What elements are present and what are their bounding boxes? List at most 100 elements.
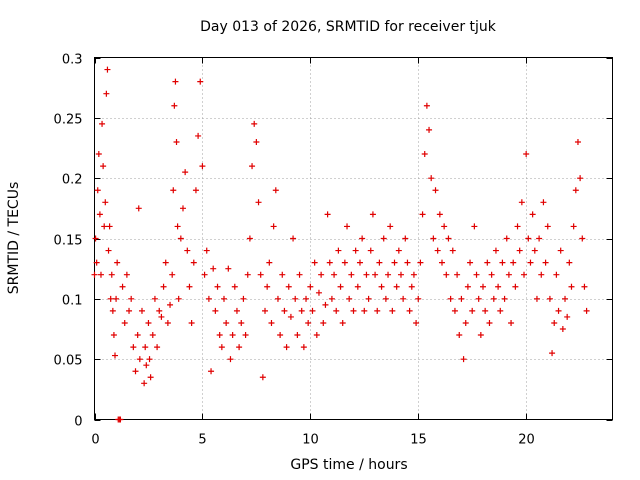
data-point — [104, 66, 111, 73]
data-point — [376, 259, 383, 266]
data-point — [473, 271, 480, 278]
data-point — [221, 295, 227, 302]
data-point — [495, 283, 502, 290]
data-point — [110, 332, 117, 339]
data-point — [279, 271, 286, 278]
data-point — [555, 307, 562, 314]
data-point — [272, 187, 279, 194]
data-point — [149, 332, 156, 339]
data-point — [305, 319, 312, 326]
data-point — [544, 223, 551, 230]
data-point — [296, 271, 303, 278]
data-point — [114, 259, 121, 266]
data-point — [421, 151, 428, 158]
data-point — [337, 283, 344, 290]
data-point — [447, 295, 454, 302]
data-point — [546, 295, 553, 302]
data-point — [410, 271, 417, 278]
data-point — [382, 295, 389, 302]
data-point — [197, 78, 204, 85]
data-point — [328, 295, 335, 302]
data-point — [482, 307, 489, 314]
data-point — [579, 235, 586, 242]
data-point — [294, 332, 301, 339]
data-point — [559, 326, 566, 332]
data-point — [456, 332, 463, 339]
data-point — [244, 271, 251, 278]
data-point — [175, 295, 182, 302]
data-point — [331, 271, 338, 278]
data-point — [529, 211, 536, 218]
data-point — [113, 295, 120, 302]
data-point — [572, 187, 579, 194]
data-point — [451, 307, 458, 314]
data-point — [132, 368, 139, 375]
data-point — [231, 283, 238, 290]
data-point — [352, 247, 359, 254]
data-point — [568, 283, 575, 290]
data-point — [285, 283, 292, 290]
data-point — [566, 259, 573, 266]
data-point — [307, 283, 314, 290]
data-point — [581, 283, 588, 290]
data-point — [281, 307, 288, 314]
data-point — [503, 235, 510, 242]
data-point — [400, 295, 407, 302]
data-point — [300, 344, 307, 351]
data-point — [406, 307, 413, 314]
data-point — [441, 223, 448, 230]
data-point — [298, 307, 305, 314]
data-point — [192, 187, 199, 194]
data-point — [95, 151, 102, 158]
data-point — [432, 187, 439, 194]
data-point — [249, 163, 256, 170]
data-point — [577, 175, 584, 182]
data-point — [246, 235, 253, 242]
data-point — [393, 283, 400, 290]
data-point — [475, 295, 482, 302]
x-axis-label: GPS time / hours — [290, 457, 407, 473]
data-point — [216, 332, 223, 339]
data-point — [419, 211, 426, 218]
data-point — [93, 259, 100, 266]
data-point — [445, 235, 452, 242]
data-point — [179, 205, 186, 212]
data-point — [266, 259, 273, 266]
data-point — [290, 235, 297, 242]
y-tick-label: 0.25 — [54, 113, 83, 128]
data-point — [523, 151, 530, 158]
data-point — [119, 283, 126, 290]
data-point — [156, 307, 163, 314]
data-point — [335, 247, 342, 254]
data-point — [233, 307, 240, 314]
data-point — [378, 283, 385, 290]
data-point — [462, 319, 469, 326]
data-point — [570, 223, 577, 230]
data-point — [426, 126, 433, 133]
data-point — [212, 307, 219, 314]
data-point — [333, 307, 340, 314]
data-point — [171, 102, 178, 109]
data-point — [402, 235, 409, 242]
y-tick-label: 0 — [74, 415, 82, 430]
y-tick-label: 0.1 — [62, 294, 83, 309]
data-point — [514, 223, 521, 230]
data-point — [438, 259, 445, 266]
x-tick-label: 0 — [91, 433, 99, 448]
data-point — [172, 78, 179, 85]
y-tick-label: 0.3 — [62, 53, 83, 68]
data-point — [142, 344, 149, 351]
data-point — [97, 271, 104, 278]
data-point — [512, 283, 519, 290]
data-point — [339, 319, 346, 326]
data-point — [359, 235, 366, 242]
data-point — [369, 211, 376, 218]
chart-title: Day 013 of 2026, SRMTID for receiver tju… — [200, 19, 497, 35]
data-point — [564, 313, 571, 320]
data-point — [108, 271, 115, 278]
data-point — [274, 295, 281, 302]
data-point — [208, 368, 215, 375]
data-point — [365, 295, 372, 302]
data-point — [92, 235, 99, 242]
